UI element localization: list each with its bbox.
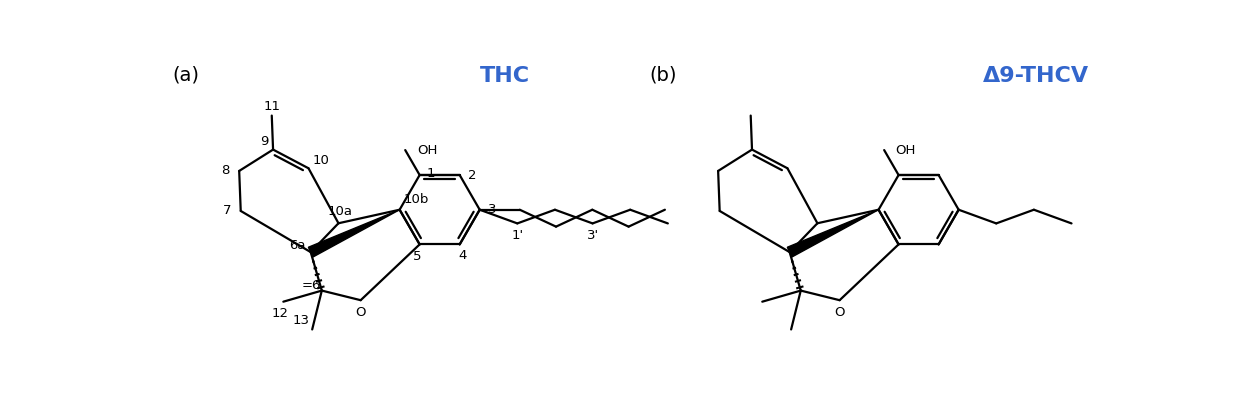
- Text: (b): (b): [649, 66, 678, 85]
- Text: 13: 13: [292, 314, 310, 327]
- Text: THC: THC: [480, 66, 530, 86]
- Text: Δ9-THCV: Δ9-THCV: [983, 66, 1090, 86]
- Text: 10: 10: [312, 154, 330, 167]
- Text: 8: 8: [221, 164, 230, 178]
- Text: 6a: 6a: [290, 240, 306, 252]
- Text: (a): (a): [173, 66, 199, 85]
- Text: 10b: 10b: [404, 193, 429, 206]
- Text: 5: 5: [413, 250, 422, 263]
- Text: OH: OH: [417, 144, 437, 157]
- Text: 3': 3': [586, 229, 598, 242]
- Text: 9: 9: [260, 135, 267, 148]
- Text: 12: 12: [271, 307, 289, 320]
- Text: 11: 11: [264, 100, 280, 113]
- Text: OH: OH: [896, 144, 916, 157]
- Text: 1: 1: [427, 167, 435, 180]
- Text: 3: 3: [488, 203, 496, 216]
- Text: 1': 1': [511, 229, 524, 242]
- Text: 2: 2: [468, 169, 476, 182]
- Polygon shape: [787, 210, 878, 257]
- Text: O: O: [835, 306, 845, 319]
- Text: O: O: [356, 306, 366, 319]
- Text: 10a: 10a: [327, 205, 352, 218]
- Text: 4: 4: [459, 249, 466, 262]
- Text: 7: 7: [223, 204, 231, 217]
- Text: =6: =6: [301, 280, 321, 292]
- Polygon shape: [309, 210, 399, 257]
